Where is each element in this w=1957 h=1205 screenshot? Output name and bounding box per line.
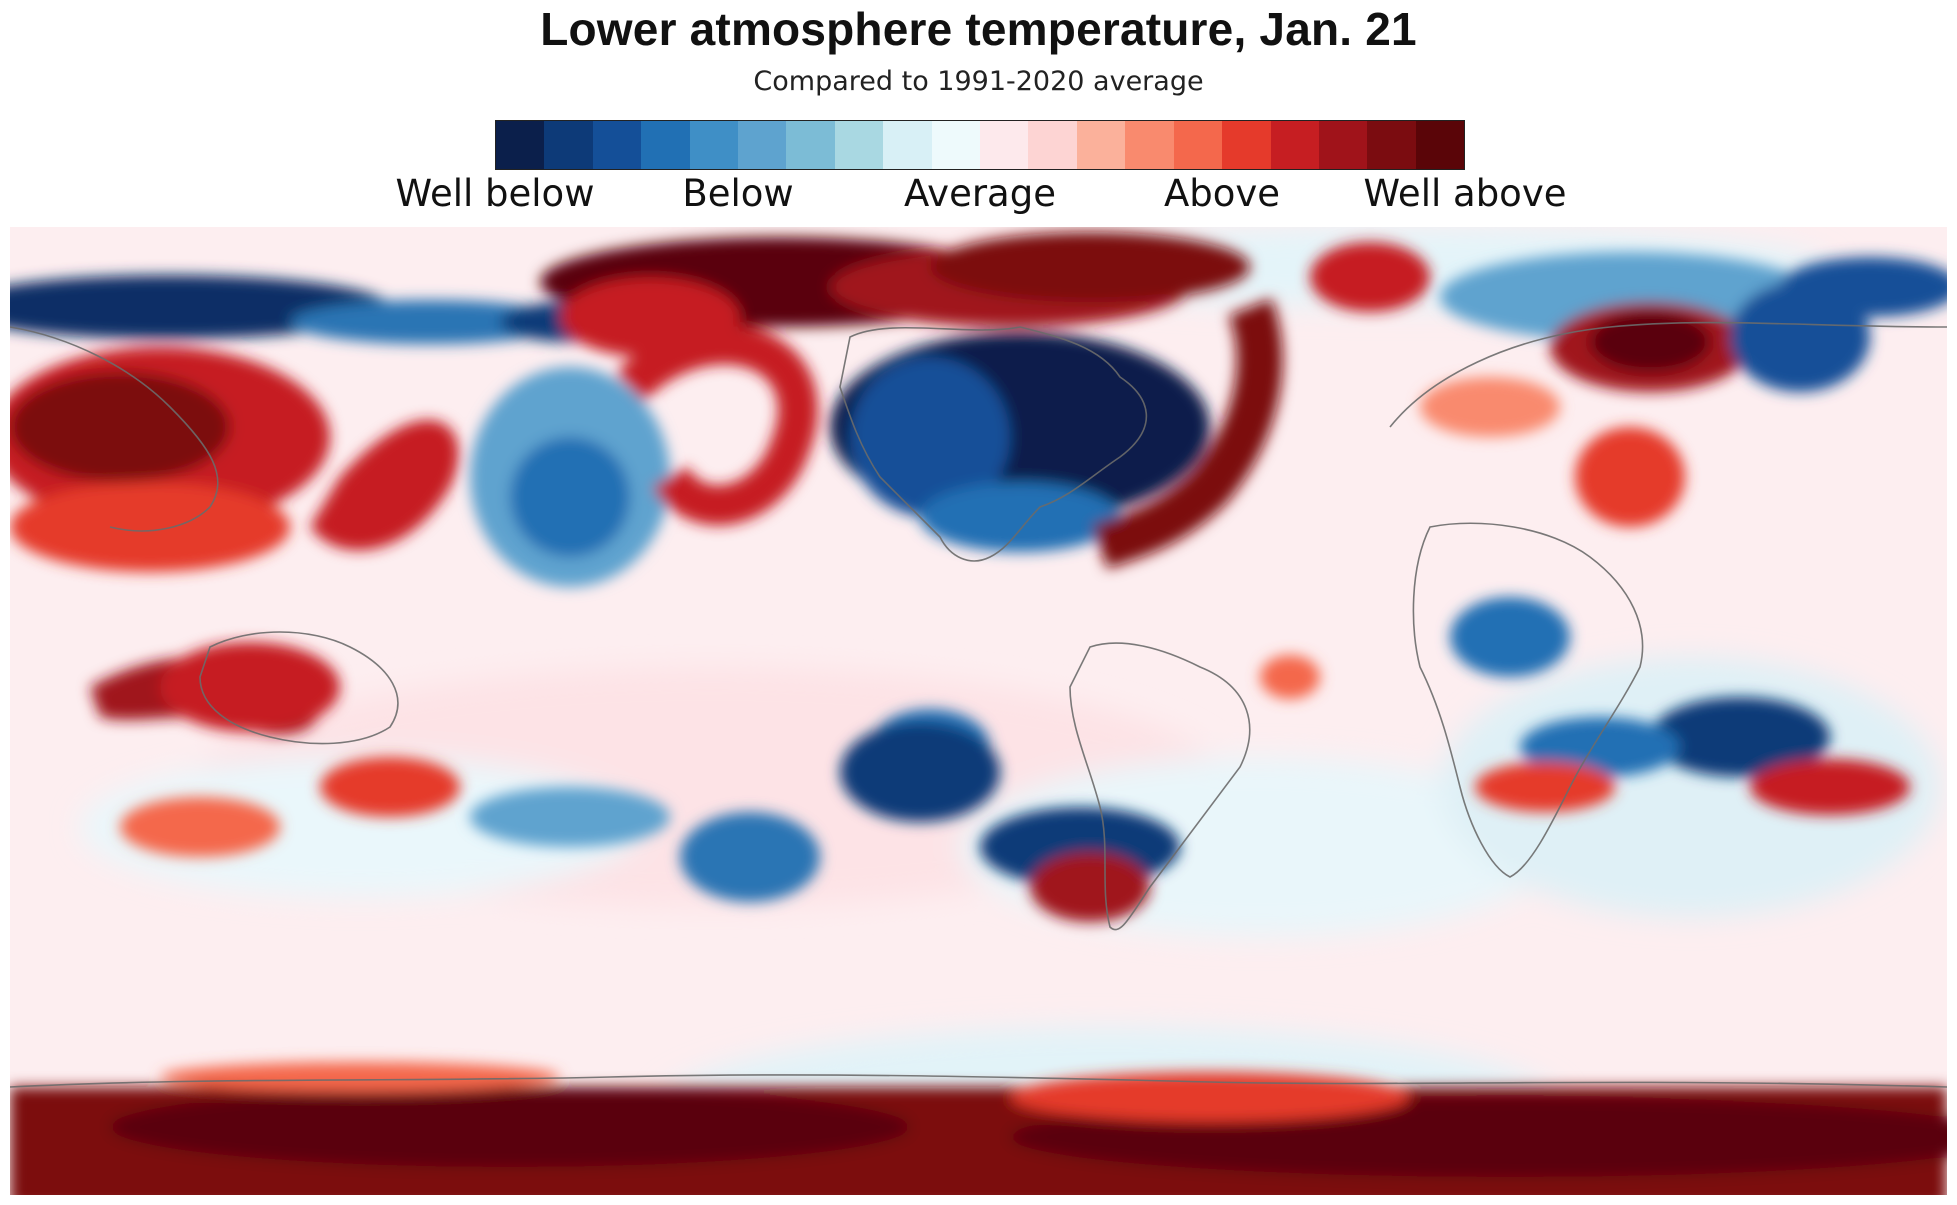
anomaly-field-strong bbox=[10, 232, 1947, 1195]
legend-swatch bbox=[834, 121, 884, 169]
outline-antarctica bbox=[10, 1074, 1947, 1088]
outline-north-america bbox=[839, 326, 1148, 562]
outline-australia bbox=[199, 631, 399, 745]
legend-swatch bbox=[1125, 121, 1174, 169]
legend-label-below: Below bbox=[682, 172, 794, 215]
outline-south-america bbox=[1069, 642, 1251, 931]
legend-swatch bbox=[931, 121, 981, 169]
legend-swatch bbox=[1270, 121, 1319, 169]
legend-swatch bbox=[980, 121, 1029, 169]
map-subtitle: Compared to 1991-2020 average bbox=[753, 66, 1204, 97]
temperature-anomaly-map bbox=[10, 227, 1947, 1195]
legend-label-average: Average bbox=[904, 172, 1056, 215]
outline-africa bbox=[1412, 522, 1644, 878]
legend-label-above: Above bbox=[1163, 172, 1281, 215]
legend-label-well-below: Well below bbox=[395, 172, 595, 215]
legend-swatch bbox=[1415, 121, 1465, 169]
legend-swatch bbox=[1028, 121, 1077, 169]
legend-swatch bbox=[1367, 121, 1416, 169]
legend-swatch bbox=[883, 121, 932, 169]
legend-swatch bbox=[689, 121, 739, 169]
continent-outlines bbox=[10, 321, 1947, 1088]
map-title: Lower atmosphere temperature, Jan. 21 bbox=[540, 3, 1417, 55]
legend-swatch bbox=[1318, 121, 1368, 169]
color-legend-bar bbox=[495, 120, 1465, 170]
legend-swatch bbox=[544, 121, 593, 169]
legend-swatch bbox=[592, 121, 642, 169]
legend-swatch bbox=[496, 121, 545, 169]
legend-swatch bbox=[1076, 121, 1126, 169]
legend-label-well-above: Well above bbox=[1363, 172, 1567, 215]
legend-swatch bbox=[786, 121, 835, 169]
legend-swatch bbox=[1222, 121, 1271, 169]
outline-eurasia bbox=[10, 321, 1947, 532]
legend-swatch bbox=[1173, 121, 1223, 169]
legend-swatch bbox=[641, 121, 690, 169]
legend-swatch bbox=[738, 121, 787, 169]
